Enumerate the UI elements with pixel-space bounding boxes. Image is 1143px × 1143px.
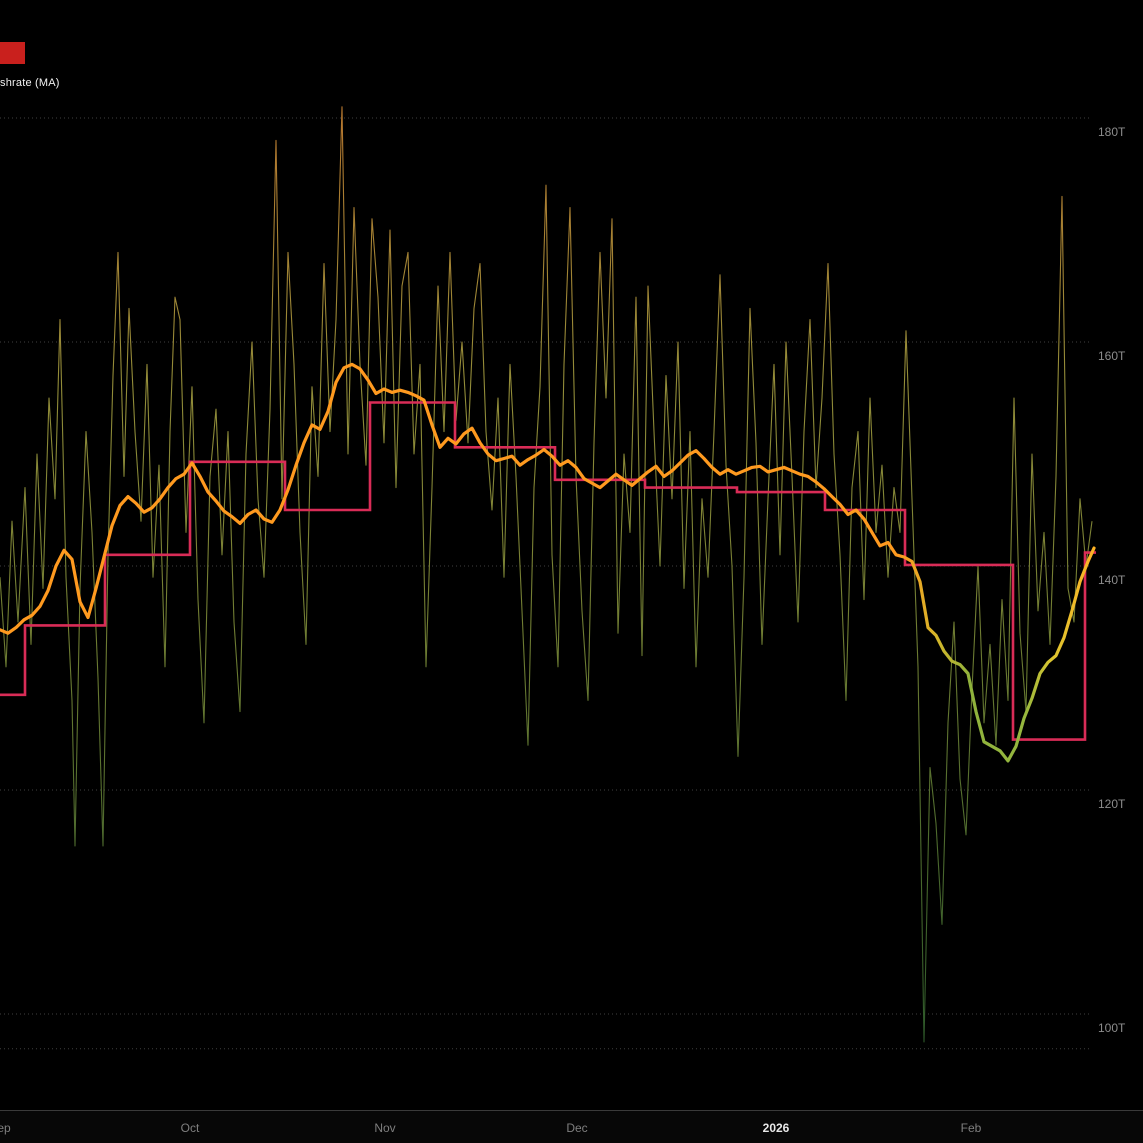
series-hashrate-raw [0, 106, 1093, 1043]
x-axis-tick-Feb: Feb [960, 1121, 982, 1135]
y-axis-tick-160T: 160T [1098, 349, 1126, 363]
x-axis-tick-2026: 2026 [762, 1121, 790, 1135]
y-axis-tick-100T: 100T [1098, 1021, 1126, 1035]
x-axis-tick-Nov: Nov [374, 1121, 396, 1135]
timeline-axis-bar[interactable]: ep Oct Nov Dec 2026 Feb [0, 1110, 1143, 1143]
x-axis-tick-Oct: Oct [180, 1121, 200, 1135]
chart-legend-hashrate-ma: shrate (MA) [0, 77, 60, 89]
y-axis-tick-140T: 140T [1098, 573, 1126, 587]
series-difficulty [0, 401, 1096, 741]
y-axis-tick-180T: 180T [1098, 125, 1126, 139]
x-axis-tick-ep: ep [0, 1121, 11, 1135]
x-axis-tick-Dec: Dec [566, 1121, 588, 1135]
y-axis-tick-120T: 120T [1098, 797, 1126, 811]
cutoff-red-element [0, 42, 25, 64]
series-hashrate-ma [0, 362, 1096, 763]
